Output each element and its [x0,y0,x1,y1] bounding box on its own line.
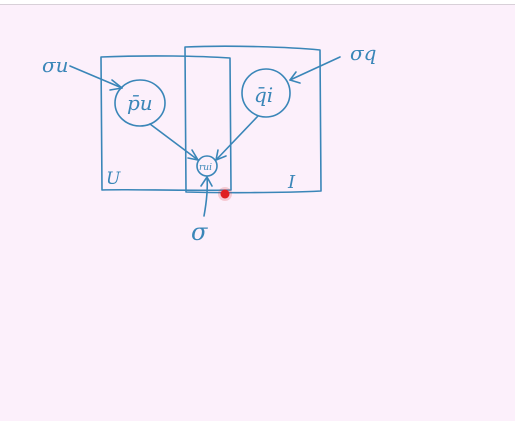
arrowhead-sigma [200,176,213,187]
r-ui-label: rui [199,163,212,173]
arrow-q-i-to-r-ui [215,115,259,161]
arrowhead-q-i [215,149,227,161]
arrowhead-sigma-q [289,71,301,84]
arrow-sigma-u-to-p-u [69,65,123,89]
plate-u-label: U [106,169,121,189]
plate-u [100,55,232,192]
q-i-node [241,68,291,118]
plate-i [184,45,322,194]
arrowhead-p-u [187,149,199,161]
plate-i-label: I [287,172,296,193]
pointer-dot [220,189,230,199]
arrow-sigma-to-r-ui [203,176,209,217]
sigma-label: σ [191,218,208,246]
p-u-label: p̄u [127,91,153,115]
arrow-p-u-to-r-ui [149,123,199,161]
sigma-q-label: σq [350,41,376,65]
sigma-u-label: σu [42,53,69,77]
q-i-label: q̄i [254,83,273,107]
arrow-sigma-q-to-q-i [289,56,341,81]
arrowhead-sigma-u [109,79,123,91]
p-u-node [114,79,166,127]
r-ui-node [196,155,218,177]
top-border [0,0,515,5]
pointer-halo [218,187,232,201]
